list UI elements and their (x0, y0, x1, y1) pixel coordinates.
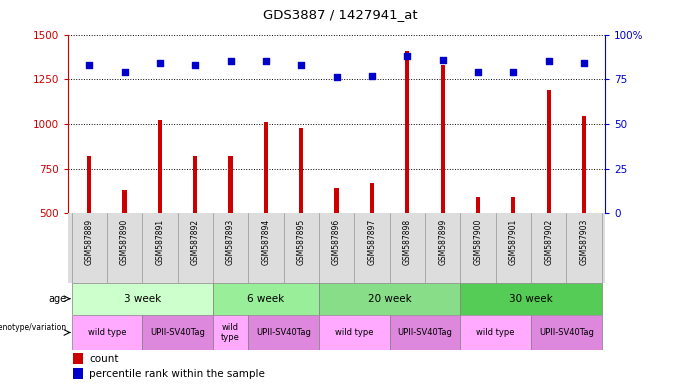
Bar (73, 353, 83, 364)
Bar (87, 156, 91, 214)
Text: wild
type: wild type (221, 323, 240, 342)
Bar (531, 314, 602, 350)
Bar (511, 197, 515, 214)
Point (119, 69, 130, 75)
Text: GSM587890: GSM587890 (120, 219, 129, 265)
Text: GDS3887 / 1427941_at: GDS3887 / 1427941_at (262, 8, 418, 21)
Point (543, 58, 554, 65)
Text: percentile rank within the sample: percentile rank within the sample (90, 369, 265, 379)
Text: GSM587898: GSM587898 (403, 219, 412, 265)
Text: UPII-SV40Tag: UPII-SV40Tag (398, 328, 452, 337)
Bar (405, 51, 409, 214)
Bar (248, 314, 319, 350)
Point (331, 74, 342, 81)
Text: 20 week: 20 week (368, 294, 411, 304)
Text: GSM587896: GSM587896 (332, 219, 341, 265)
Point (402, 53, 413, 59)
Text: GSM587902: GSM587902 (544, 219, 553, 265)
Bar (213, 314, 248, 350)
Point (579, 60, 590, 66)
Text: GSM587897: GSM587897 (367, 219, 377, 265)
Text: wild type: wild type (335, 328, 373, 337)
Text: UPII-SV40Tag: UPII-SV40Tag (150, 328, 205, 337)
Text: age: age (49, 294, 67, 304)
Bar (71, 314, 142, 350)
Bar (73, 368, 83, 379)
Point (508, 69, 519, 75)
Bar (71, 283, 213, 314)
Text: GSM587899: GSM587899 (438, 219, 447, 265)
Bar (390, 314, 460, 350)
Bar (299, 127, 303, 214)
Text: 3 week: 3 week (124, 294, 161, 304)
Bar (264, 122, 268, 214)
Bar (582, 116, 586, 214)
Bar (158, 120, 162, 214)
Text: UPII-SV40Tag: UPII-SV40Tag (539, 328, 594, 337)
Point (260, 58, 271, 65)
Bar (441, 65, 445, 214)
Text: wild type: wild type (477, 328, 515, 337)
Point (154, 60, 165, 66)
Text: GSM587901: GSM587901 (509, 219, 517, 265)
Bar (213, 283, 319, 314)
Text: GSM587889: GSM587889 (85, 219, 94, 265)
Text: count: count (90, 354, 119, 364)
Point (190, 62, 201, 68)
Bar (193, 156, 197, 214)
Text: GSM587893: GSM587893 (226, 219, 235, 265)
Bar (370, 183, 374, 214)
Point (473, 69, 483, 75)
Bar (476, 197, 480, 214)
Point (367, 73, 377, 79)
Point (296, 62, 307, 68)
Bar (460, 283, 602, 314)
Bar (547, 90, 551, 214)
Bar (122, 190, 126, 214)
Text: UPII-SV40Tag: UPII-SV40Tag (256, 328, 311, 337)
Point (437, 56, 448, 63)
Bar (142, 314, 213, 350)
Text: GSM587894: GSM587894 (261, 219, 271, 265)
Text: GSM587892: GSM587892 (190, 219, 200, 265)
Bar (319, 314, 390, 350)
Text: 30 week: 30 week (509, 294, 553, 304)
Text: wild type: wild type (88, 328, 126, 337)
Bar (335, 188, 339, 214)
Text: genotype/variation: genotype/variation (0, 323, 67, 332)
Point (84, 62, 95, 68)
Text: GSM587895: GSM587895 (296, 219, 306, 265)
Text: GSM587903: GSM587903 (579, 219, 588, 265)
Text: GSM587900: GSM587900 (473, 219, 483, 265)
Text: GSM587891: GSM587891 (156, 219, 165, 265)
Text: 6 week: 6 week (248, 294, 284, 304)
Point (225, 58, 236, 65)
Bar (228, 156, 233, 214)
Bar (319, 283, 460, 314)
Bar (460, 314, 531, 350)
